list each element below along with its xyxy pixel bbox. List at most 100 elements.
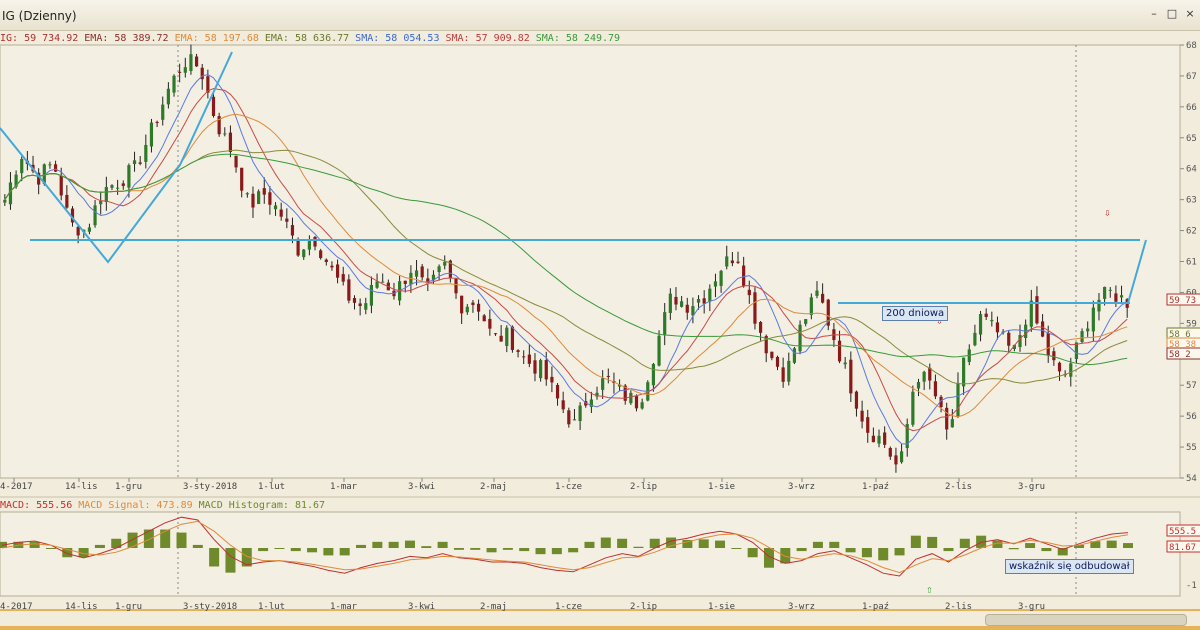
x-tick-label: 2-maj <box>480 602 507 612</box>
candle-body <box>815 290 819 296</box>
candle-body <box>877 435 881 444</box>
macd-histogram-bar <box>45 548 56 549</box>
candle-body <box>561 400 565 410</box>
candle-body <box>843 362 847 365</box>
x-tick-label: 3-sty-2018 <box>183 482 237 492</box>
candle-body <box>121 183 125 186</box>
candle-body <box>708 288 712 302</box>
x-tick-label: 2-lip <box>630 602 657 612</box>
x-tick-label: 1-lut <box>258 482 285 492</box>
ma-tag-box <box>1166 347 1200 360</box>
candle-body <box>730 260 734 264</box>
y-tick-label: 65 <box>1186 134 1197 144</box>
x-tick-label: 14-lis <box>65 482 98 492</box>
maximize-icon[interactable]: □ <box>1166 7 1178 20</box>
x-tick-label: 1-gru <box>115 602 142 612</box>
minimize-icon[interactable]: – <box>1151 7 1157 20</box>
macd-histogram-bar <box>584 541 595 548</box>
close-icon[interactable]: × <box>1185 7 1195 20</box>
price-legend-item: IG: 59 734.92 <box>0 33 79 44</box>
candle-body <box>460 295 464 314</box>
candle-body <box>742 265 746 287</box>
candle-body <box>285 218 289 222</box>
zigzag-trendline <box>0 51 233 264</box>
candle-body <box>990 319 994 322</box>
candle-body <box>956 382 960 417</box>
candle-body <box>499 335 503 342</box>
macd-histogram-bar <box>258 548 269 552</box>
macd-histogram-bar <box>307 548 318 553</box>
candle-body <box>296 240 300 256</box>
candle-body <box>1086 328 1090 332</box>
candle-body <box>116 187 120 189</box>
candle-body <box>217 116 221 135</box>
macd-histogram-bar <box>372 541 383 548</box>
candle-body <box>527 354 531 364</box>
macd-tag: 555.5 <box>1169 527 1196 537</box>
macd-histogram-bar <box>731 548 742 549</box>
macd-histogram-bar <box>600 537 611 548</box>
candle-body <box>668 293 672 314</box>
macd-histogram-bar <box>666 537 677 548</box>
candle-body <box>572 419 577 421</box>
y-tick-label: 63 <box>1186 196 1197 206</box>
candle-body <box>510 326 515 350</box>
x-tick-label: 2-maj <box>480 482 507 492</box>
candle-body <box>578 405 582 422</box>
macd-histogram-bar <box>992 540 1003 548</box>
candle-body <box>1040 321 1045 337</box>
price-legend-item: SMA: 57 909.82 <box>445 33 530 44</box>
candle-body <box>606 375 610 377</box>
macd-legend-item: MACD Signal: 473.89 <box>78 500 193 511</box>
x-tick-label: 2-lip <box>630 482 657 492</box>
macd-histogram-bar <box>274 548 285 549</box>
macd-histogram-bar <box>29 541 40 548</box>
y-tick-label: 59 <box>1186 319 1197 329</box>
candle-body <box>488 318 492 329</box>
candle-body <box>792 348 797 363</box>
candle-body <box>1103 286 1107 299</box>
candle-body <box>1012 344 1016 350</box>
candle-body <box>685 304 689 313</box>
candle-body <box>476 303 481 312</box>
candle-body <box>894 455 898 465</box>
candle-body <box>443 261 447 266</box>
candle-body <box>1119 295 1124 298</box>
candle-body <box>144 144 148 162</box>
macd-histogram-bar <box>421 546 432 548</box>
macd-histogram-bar <box>1106 540 1117 548</box>
macd-histogram-bar <box>535 548 546 555</box>
candle-body <box>516 350 520 353</box>
price-legend-item: EMA: 58 197.68 <box>174 33 259 44</box>
candle-body <box>1080 331 1084 342</box>
x-tick-label: 1-gru <box>115 482 142 492</box>
candle-body <box>871 435 875 443</box>
ma-tag: 58 38 <box>1169 340 1196 350</box>
candle-body <box>1052 351 1056 361</box>
candle-body <box>1091 307 1095 332</box>
price-tag-box <box>1166 293 1200 306</box>
macd-histogram-bar <box>861 548 872 558</box>
candle-body <box>555 384 560 399</box>
y-tick-label: 64 <box>1186 165 1197 175</box>
candle-body <box>319 250 323 259</box>
y-tick-label: 61 <box>1186 258 1197 268</box>
horizontal-scrollbar[interactable] <box>985 614 1187 626</box>
ema-mid-line <box>4 113 1128 418</box>
candle-body <box>719 270 723 286</box>
candle-body <box>696 299 701 303</box>
candle-body <box>183 67 187 73</box>
macd-histogram-bar <box>94 544 105 548</box>
candle-body <box>93 205 97 226</box>
x-tick-label: 4-2017 <box>0 602 33 612</box>
candle-body <box>1108 289 1112 291</box>
candle-body <box>3 199 7 203</box>
candle-body <box>257 191 261 205</box>
x-tick-label: 3-gru <box>1018 602 1045 612</box>
macd-histogram-bar <box>617 538 628 548</box>
y-tick-label: 54 <box>1186 474 1197 484</box>
candle-body <box>758 322 763 333</box>
candle-body <box>623 385 627 401</box>
candle-body <box>330 265 334 268</box>
macd-histogram-bar <box>568 548 579 553</box>
